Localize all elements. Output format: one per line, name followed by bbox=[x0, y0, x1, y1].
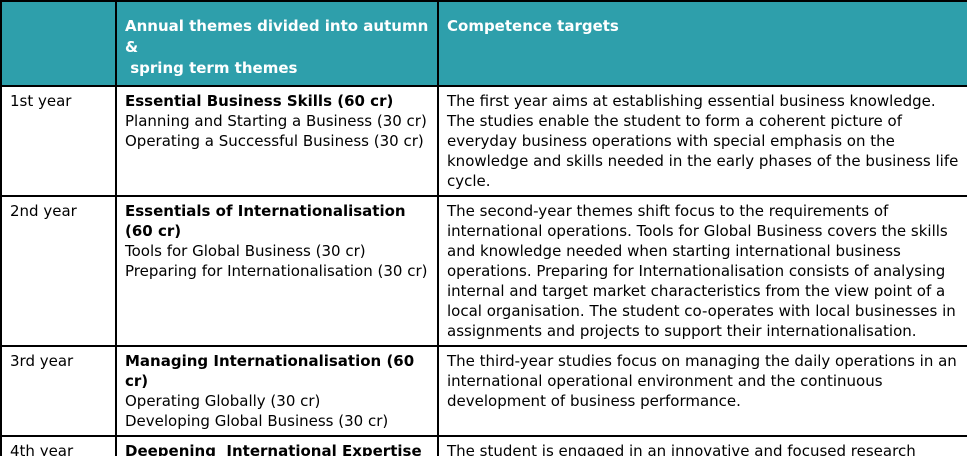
competence-text: The student is engaged in an innovative … bbox=[437, 435, 967, 456]
competence-text: The second-year themes shift focus to th… bbox=[437, 195, 967, 347]
table-row-2nd-year: 2nd year Essentials of Internationalisat… bbox=[0, 195, 967, 347]
year-label: 1st year bbox=[0, 85, 117, 197]
year-label: 4th year bbox=[0, 435, 117, 456]
header-competence-cell: Competence targets bbox=[437, 0, 967, 87]
table-row-4th-year: 4th year Deepening International Experti… bbox=[0, 435, 967, 456]
year-label: 2nd year bbox=[0, 195, 117, 347]
themes-cell: Deepening International Expertise (30 cr… bbox=[115, 435, 439, 456]
header-year-cell bbox=[0, 0, 117, 87]
table-row-1st-year: 1st year Essential Business Skills (60 c… bbox=[0, 85, 967, 197]
theme-title: Deepening International Expertise (30 cr… bbox=[125, 442, 422, 456]
theme-items: Planning and Starting a Business (30 cr)… bbox=[125, 112, 427, 150]
year-label: 3rd year bbox=[0, 345, 117, 437]
theme-title: Managing Internationalisation (60 cr) bbox=[125, 352, 420, 390]
themes-cell: Essentials of Internationalisation (60 c… bbox=[115, 195, 439, 347]
theme-items: Tools for Global Business (30 cr) Prepar… bbox=[125, 242, 428, 280]
theme-title: Essentials of Internationalisation (60 c… bbox=[125, 202, 411, 240]
table-row-3rd-year: 3rd year Managing Internationalisation (… bbox=[0, 345, 967, 437]
theme-items: Operating Globally (30 cr) Developing Gl… bbox=[125, 392, 389, 430]
theme-title: Essential Business Skills (60 cr) bbox=[125, 92, 394, 110]
competence-text: The third-year studies focus on managing… bbox=[437, 345, 967, 437]
competence-text: The first year aims at establishing esse… bbox=[437, 85, 967, 197]
header-row: Annual themes divided into autumn & spri… bbox=[0, 0, 967, 87]
themes-cell: Essential Business Skills (60 cr) Planni… bbox=[115, 85, 439, 197]
header-themes-cell: Annual themes divided into autumn & spri… bbox=[115, 0, 439, 87]
themes-cell: Managing Internationalisation (60 cr) Op… bbox=[115, 345, 439, 437]
